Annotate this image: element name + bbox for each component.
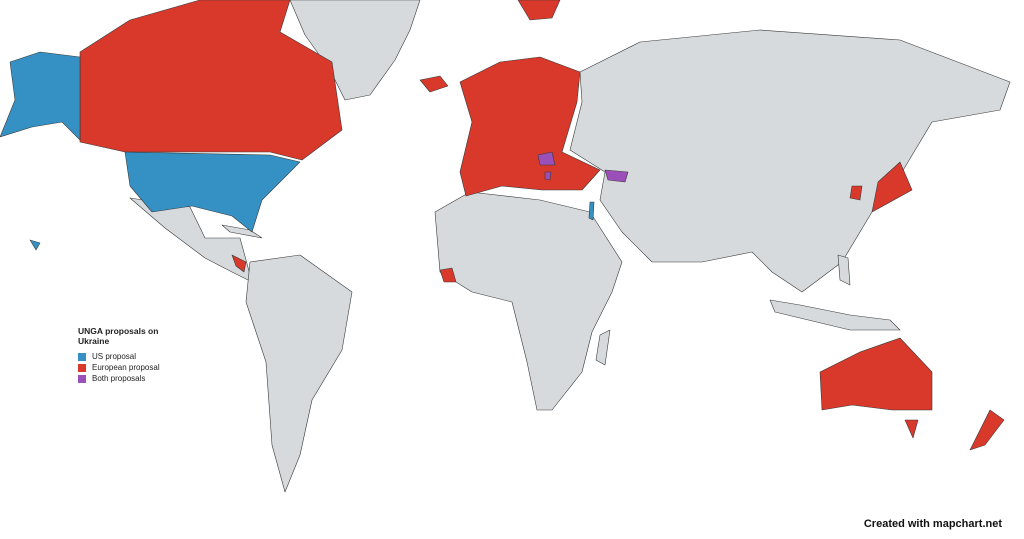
- cuba-caribbean: [221, 224, 263, 239]
- tasmania: [904, 419, 919, 439]
- legend-item-european: European proposal: [78, 362, 178, 373]
- georgia: [604, 169, 629, 183]
- africa: [434, 191, 623, 411]
- legend-swatch-us: [78, 352, 86, 361]
- israel: [588, 201, 595, 221]
- indonesia: [769, 299, 901, 331]
- philippines: [837, 254, 851, 286]
- japan: [871, 161, 913, 213]
- legend-item-us: US proposal: [78, 351, 178, 362]
- costa-rica-guatemala: [231, 254, 247, 273]
- svalbard: [517, 0, 561, 21]
- credit-text: Created with mapchart.net: [863, 518, 1002, 530]
- legend-label: Both proposals: [92, 374, 146, 383]
- legend-label: European proposal: [92, 363, 160, 372]
- hawaii: [29, 239, 41, 251]
- south-america: [245, 254, 353, 493]
- moldova: [537, 151, 556, 166]
- montenegro: [544, 171, 552, 181]
- new-zealand: [969, 409, 1005, 451]
- madagascar: [595, 329, 611, 366]
- alaska: [0, 51, 81, 141]
- canada: [79, 0, 343, 161]
- legend-item-both: Both proposals: [78, 373, 178, 384]
- iceland: [419, 75, 449, 93]
- legend-swatch-european: [78, 363, 86, 372]
- liberia-sierra-leone: [439, 267, 457, 283]
- legend-label: US proposal: [92, 352, 137, 361]
- legend-title: UNGA proposals on Ukraine: [78, 326, 159, 346]
- asia: [569, 29, 1011, 293]
- map-legend: UNGA proposals on Ukraine US proposal Eu…: [78, 326, 178, 384]
- europe: [459, 56, 601, 197]
- south-korea: [849, 185, 863, 201]
- greenland: [289, 0, 421, 101]
- australia: [819, 337, 933, 411]
- usa: [124, 151, 301, 233]
- legend-swatch-both: [78, 374, 86, 383]
